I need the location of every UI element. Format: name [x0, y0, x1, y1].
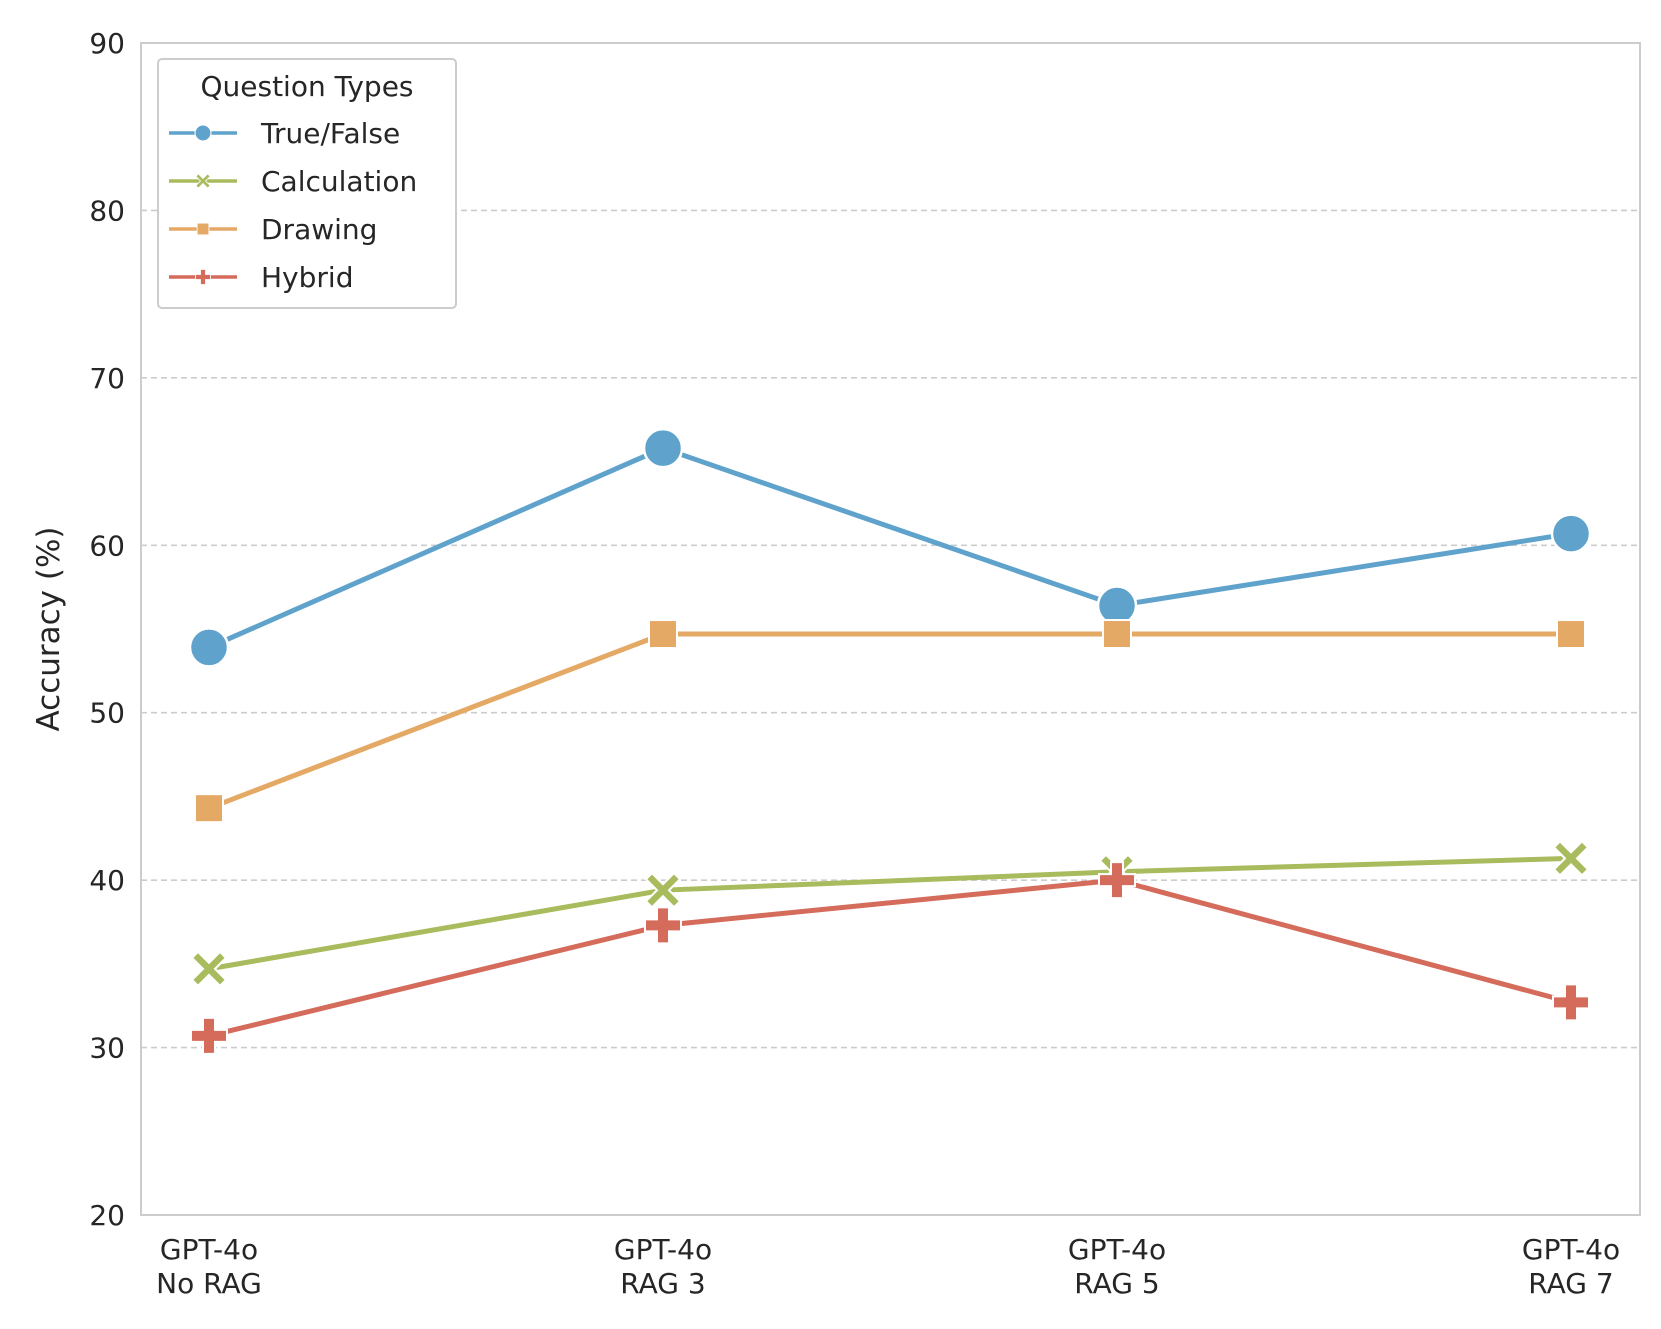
y-axis-ticks: 20 30 40 50 60 70 80 90 [89, 27, 125, 1232]
legend-label: Calculation [261, 165, 417, 198]
y-tick-label: 80 [89, 194, 125, 227]
series-line [206, 631, 1574, 811]
legend-items: True/False Calculation Drawing Hybrid [169, 117, 417, 294]
legend-marker [194, 124, 212, 142]
data-point [190, 950, 228, 988]
legend-item: Calculation [169, 165, 417, 198]
legend-box [157, 58, 457, 309]
data-point [190, 1016, 228, 1055]
y-tick-label: 40 [89, 864, 125, 897]
legend-item: Hybrid [169, 261, 353, 294]
data-point [194, 793, 224, 824]
y-axis-label: Accuracy (%) [31, 526, 67, 731]
series-line [206, 877, 1574, 1039]
data-point [1552, 983, 1590, 1022]
data-point [1102, 619, 1132, 650]
x-tick-label: GPT-4o No RAG [156, 1233, 262, 1300]
x-tick-label: GPT-4o RAG 7 [1522, 1233, 1620, 1300]
x-tick-label: GPT-4o RAG 5 [1068, 1233, 1166, 1300]
data-point [644, 871, 682, 909]
data-point [642, 427, 684, 469]
legend-label: Drawing [261, 213, 377, 246]
legend-title: Question Types [200, 70, 413, 103]
data-point [648, 619, 678, 650]
legend-label: Hybrid [261, 261, 353, 294]
data-point [1556, 619, 1586, 650]
data-point [1550, 513, 1592, 554]
series-line [206, 445, 1574, 650]
y-tick-label: 90 [89, 27, 125, 60]
data-point [1098, 861, 1136, 900]
legend-label: True/False [260, 117, 400, 150]
data-point [1096, 585, 1138, 626]
data-point [644, 906, 682, 945]
y-tick-label: 30 [89, 1032, 125, 1065]
legend-marker [195, 269, 211, 285]
x-tick-label: GPT-4o RAG 3 [614, 1233, 712, 1300]
series-line [206, 855, 1574, 972]
y-tick-label: 20 [89, 1199, 125, 1232]
legend-marker [196, 222, 210, 236]
legend-marker [195, 173, 211, 189]
y-tick-label: 50 [89, 697, 125, 730]
plot-frame [140, 42, 1641, 1216]
series-group [188, 427, 1592, 1055]
y-tick-label: 70 [89, 362, 125, 395]
y-tick-label: 60 [89, 529, 125, 562]
data-point [188, 627, 230, 668]
legend: Question Types True/False Calculation Draw… [157, 58, 457, 309]
x-axis-ticks: GPT-4o No RAG GPT-4o RAG 3 GPT-4o RAG 5 GPT-4o… [156, 1233, 1620, 1300]
data-point [1552, 839, 1590, 877]
legend-item: True/False [169, 117, 400, 150]
legend-item: Drawing [169, 213, 377, 246]
